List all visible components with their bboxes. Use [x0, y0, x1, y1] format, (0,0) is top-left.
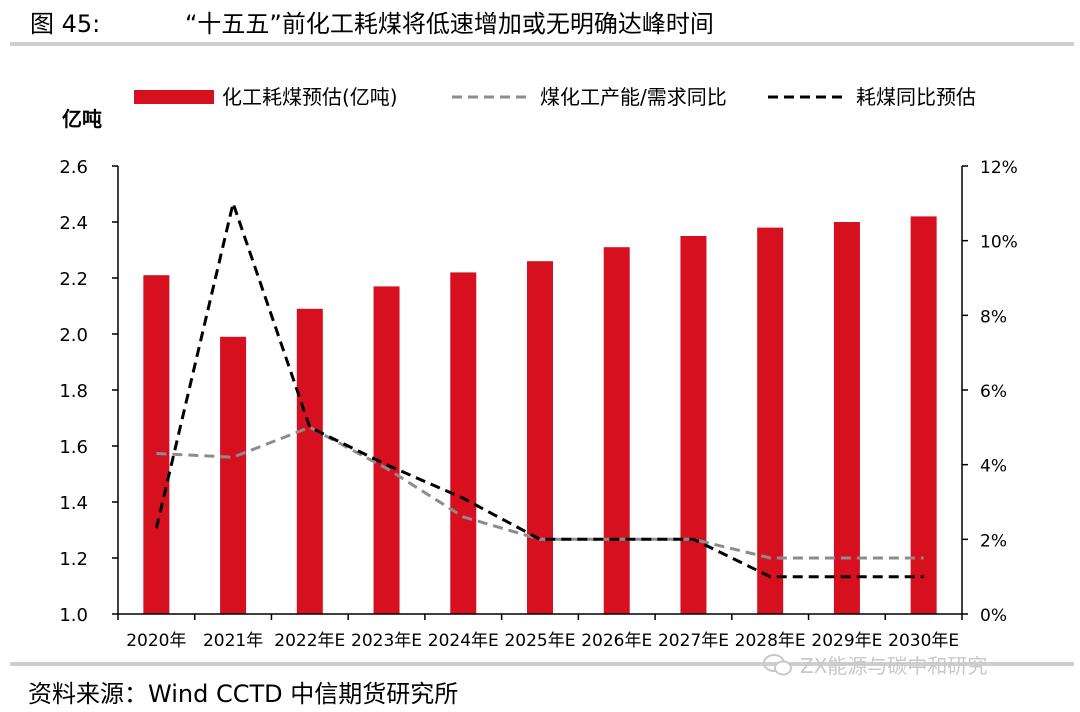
line-series	[154, 201, 924, 579]
wechat-icon	[763, 654, 792, 676]
chart: 化工耗煤预估(亿吨) 煤化工产能/需求同比 耗煤同比预估 亿吨 1.01.21.41…	[59, 85, 1017, 650]
x-tick-label: 2026年E	[581, 631, 652, 650]
x-tick-label: 2029年E	[811, 631, 882, 650]
bar-series	[143, 216, 937, 614]
bar	[450, 272, 477, 614]
x-tick-label: 2025年E	[504, 631, 575, 650]
bar	[527, 261, 553, 614]
left-tick-label: 1.8	[59, 381, 88, 402]
left-tick-label: 2.2	[59, 269, 88, 290]
right-tick-label: 10%	[980, 233, 1018, 253]
x-tick-label: 2023年E	[351, 631, 422, 650]
left-tick-label: 2.6	[59, 157, 88, 178]
legend-label: 煤化工产能/需求同比	[540, 85, 727, 109]
x-tick-label: 2024年E	[428, 631, 499, 650]
left-tick-label: 1.6	[59, 437, 88, 458]
bar	[296, 308, 323, 614]
x-tick-label: 2028年E	[735, 631, 806, 650]
bar	[603, 247, 630, 614]
capacity-demand-yoy-line	[156, 425, 924, 560]
legend: 化工耗煤预估(亿吨) 煤化工产能/需求同比 耗煤同比预估	[134, 85, 976, 109]
x-tick-label: 2027年E	[658, 631, 729, 650]
legend-label: 耗煤同比预估	[856, 85, 976, 109]
left-tick-label: 1.4	[59, 493, 88, 514]
figure-label: 图 45:	[30, 10, 101, 38]
left-tick-label: 1.0	[59, 605, 88, 626]
x-tick-label: 2030年E	[888, 631, 959, 650]
legend-label: 化工耗煤预估(亿吨)	[222, 85, 398, 109]
x-tick-label: 2022年E	[274, 631, 345, 650]
watermark: ZX能源与碳中和研究	[800, 654, 988, 678]
coal-consumption-yoy-line	[154, 201, 924, 579]
bar	[220, 336, 247, 614]
bar	[373, 286, 400, 614]
right-tick-label: 12%	[980, 158, 1018, 178]
bar	[910, 216, 937, 614]
left-axis-unit-label: 亿吨	[62, 107, 102, 131]
left-tick-label: 1.2	[59, 549, 88, 570]
x-tick-label: 2021年	[203, 631, 263, 650]
figure-title: “十五五”前化工耗煤将低速增加或无明确达峰时间	[185, 10, 714, 38]
axes: 1.0 1.2 1.4 1.6 1.8 2.0 2.2 2.4 2.6 0% 2% 4% 6% 8% 10%…	[59, 157, 1017, 650]
legend-swatch-bar	[134, 90, 214, 104]
left-tick-label: 2.4	[59, 213, 88, 234]
header-divider	[10, 42, 1074, 46]
bar	[833, 222, 860, 614]
source-note: 资料来源：Wind CCTD 中信期货研究所	[28, 680, 459, 708]
right-tick-label: 6%	[980, 382, 1007, 402]
right-tick-label: 8%	[980, 307, 1007, 327]
bar	[757, 227, 784, 614]
right-tick-label: 2%	[980, 531, 1007, 551]
bar	[680, 236, 707, 614]
right-tick-label: 0%	[980, 606, 1007, 626]
bar	[143, 275, 170, 614]
figure-header: 图 45: “十五五”前化工耗煤将低速增加或无明确达峰时间	[0, 0, 1080, 46]
footer-divider	[10, 662, 1074, 666]
right-tick-label: 4%	[980, 457, 1007, 477]
x-tick-label: 2020年	[126, 631, 186, 650]
left-tick-label: 2.0	[59, 325, 88, 346]
